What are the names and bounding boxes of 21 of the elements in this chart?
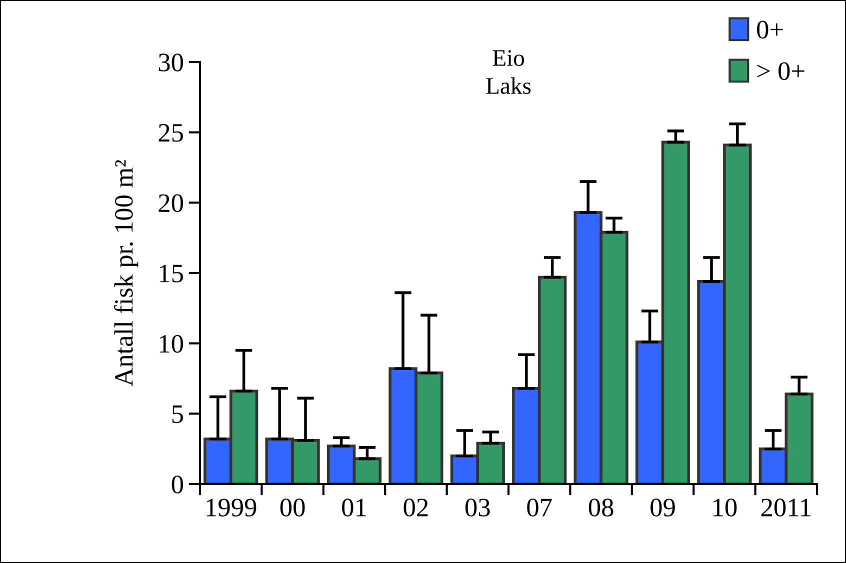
x-tick-label: 03	[465, 498, 490, 516]
y-tick-label: 10	[160, 334, 184, 353]
y-axis-title: Antall fisk pr. 100 m²	[114, 160, 138, 386]
y-tick-label: 20	[158, 194, 184, 212]
y-tick-label: 15	[160, 264, 183, 282]
x-tick-label: 07	[527, 498, 552, 516]
y-tick-label: 5	[172, 406, 183, 424]
x-tick-label: 2011	[761, 498, 810, 516]
x-tick-label: 08	[588, 498, 614, 516]
x-tick-label: 01	[342, 498, 366, 516]
x-tick-label: 02	[404, 498, 428, 516]
y-tick-label: 0	[172, 476, 184, 494]
x-tick-label: 09	[650, 498, 675, 516]
legend-label: 0+	[757, 20, 783, 39]
x-tick-label: 10	[714, 498, 737, 516]
x-tick-label: 00	[280, 498, 305, 516]
legend-label: > 0+	[757, 62, 804, 80]
y-tick-label: 30	[158, 54, 184, 72]
y-tick-label: 25	[158, 124, 183, 142]
x-tick-label: 1999	[206, 498, 256, 516]
chart-title: Eio Laks	[486, 50, 531, 94]
